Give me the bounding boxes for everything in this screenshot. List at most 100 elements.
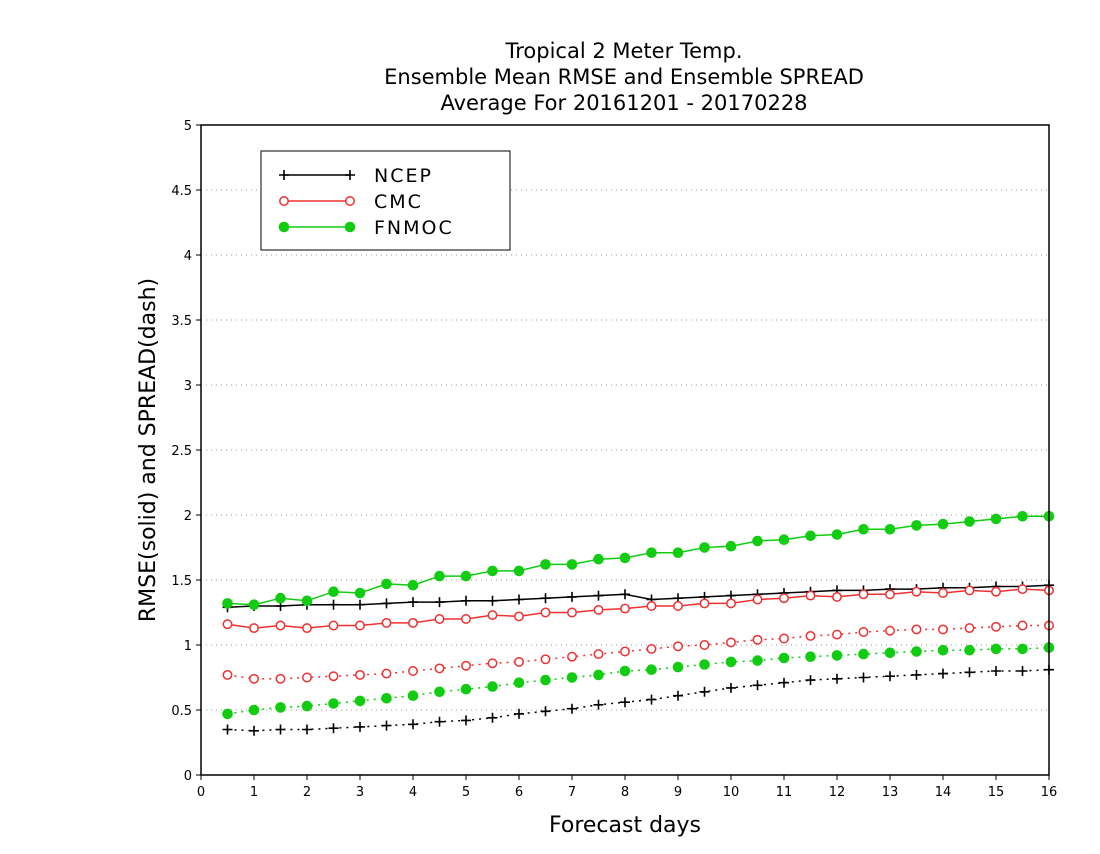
cmc-spread-point bbox=[752, 634, 763, 645]
ncep-spread-point bbox=[832, 673, 842, 684]
ncep-spread-point bbox=[355, 721, 365, 732]
fnmoc-rmse-point bbox=[805, 530, 816, 542]
fnmoc-spread-point bbox=[964, 644, 975, 656]
x-axis: 0 1 2 3 4 5 6 7 8 9 10 11 12 13 14 15 16 bbox=[197, 775, 1057, 800]
ncep-spread-point bbox=[938, 668, 948, 679]
fnmoc-rmse-point bbox=[752, 535, 763, 547]
fnmoc-rmse-point bbox=[513, 565, 525, 577]
cmc-rmse-point bbox=[620, 603, 630, 614]
ncep-spread-point bbox=[911, 669, 922, 680]
cmc-rmse-point bbox=[1017, 584, 1028, 595]
cmc-spread-point bbox=[540, 654, 551, 665]
fnmoc-rmse-point bbox=[937, 518, 949, 530]
fnmoc-spread-point bbox=[858, 648, 869, 660]
fnmoc-spread-point bbox=[752, 655, 763, 666]
cmc-spread-point bbox=[275, 673, 286, 684]
ncep-rmse-point bbox=[514, 594, 524, 605]
fnmoc-rmse-point bbox=[884, 524, 896, 535]
cmc-rmse-point bbox=[567, 607, 577, 618]
cmc-spread-point bbox=[938, 624, 948, 635]
ncep-spread-point bbox=[487, 712, 498, 723]
cmc-spread-point bbox=[222, 669, 233, 680]
cmc-rmse-point bbox=[646, 601, 657, 611]
cmc-rmse-point bbox=[726, 598, 736, 609]
fnmoc-spread-point bbox=[566, 672, 578, 683]
cmc-rmse-point bbox=[514, 611, 524, 622]
fnmoc-spread-point bbox=[1017, 643, 1028, 655]
fnmoc-rmse-point bbox=[434, 570, 445, 582]
fnmoc-spread-point bbox=[725, 656, 737, 668]
legend-marker bbox=[278, 221, 290, 233]
cmc-spread-point bbox=[487, 658, 498, 669]
ncep-spread-point bbox=[567, 703, 577, 714]
legend-marker bbox=[345, 196, 355, 206]
legend-marker bbox=[279, 196, 289, 206]
x-tick-label: 9 bbox=[674, 785, 682, 800]
ncep-spread-point bbox=[1017, 666, 1028, 676]
cmc-spread-point bbox=[434, 663, 445, 674]
ncep-rmse-point bbox=[620, 589, 630, 600]
fnmoc-spread-point bbox=[328, 698, 339, 709]
y-tick-label: 0.5 bbox=[171, 704, 192, 719]
cmc-spread-point bbox=[620, 646, 630, 657]
ncep-spread-point bbox=[805, 675, 816, 686]
x-tick-label: 5 bbox=[462, 785, 470, 800]
cmc-spread-point bbox=[567, 651, 577, 662]
cmc-rmse-point bbox=[355, 620, 365, 631]
cmc-spread-point bbox=[991, 621, 1001, 632]
fnmoc-series bbox=[222, 511, 1055, 720]
fnmoc-rmse-point bbox=[328, 586, 339, 598]
cmc-rmse-point bbox=[302, 623, 312, 634]
y-tick-label: 0 bbox=[184, 769, 192, 784]
y-tick-label: 5 bbox=[184, 119, 192, 134]
x-tick-label: 3 bbox=[356, 785, 364, 800]
cmc-spread-point bbox=[249, 673, 259, 684]
ncep-spread-point bbox=[779, 677, 789, 688]
cmc-rmse-point bbox=[885, 589, 895, 600]
fnmoc-rmse-point bbox=[831, 529, 843, 540]
legend-label: NCEP bbox=[374, 165, 433, 187]
fnmoc-spread-point bbox=[354, 695, 366, 707]
ncep-series bbox=[222, 580, 1054, 736]
cmc-spread-point bbox=[461, 660, 471, 671]
x-tick-label: 13 bbox=[882, 785, 899, 800]
ncep-spread-point bbox=[249, 725, 259, 736]
legend-marker bbox=[279, 170, 289, 180]
fnmoc-spread-point bbox=[434, 686, 445, 698]
y-tick-label: 2 bbox=[184, 509, 192, 524]
cmc-spread-point bbox=[408, 666, 418, 676]
fnmoc-spread-point bbox=[831, 650, 843, 661]
ncep-spread-line bbox=[227, 668, 1050, 732]
ncep-rmse-point bbox=[355, 599, 365, 610]
y-tick-label: 4 bbox=[184, 249, 192, 264]
cmc-rmse-point bbox=[752, 594, 763, 605]
fnmoc-rmse-point bbox=[858, 524, 869, 535]
ncep-spread-point bbox=[222, 724, 233, 735]
fnmoc-rmse-point bbox=[222, 598, 233, 609]
cmc-rmse-line bbox=[227, 588, 1050, 629]
cmc-spread-point bbox=[964, 623, 975, 634]
cmc-rmse-point bbox=[408, 617, 418, 628]
ncep-rmse-point bbox=[461, 595, 471, 606]
x-tick-label: 1 bbox=[250, 785, 258, 800]
fnmoc-rmse-point bbox=[248, 599, 260, 611]
x-tick-label: 0 bbox=[197, 785, 205, 800]
fnmoc-spread-point bbox=[672, 661, 684, 673]
legend-label: FNMOC bbox=[374, 217, 454, 239]
cmc-rmse-point bbox=[699, 598, 710, 609]
cmc-spread-point bbox=[805, 630, 816, 641]
fnmoc-rmse-point bbox=[672, 547, 684, 559]
x-tick-label: 11 bbox=[776, 785, 793, 800]
title-line-2: Ensemble Mean RMSE and Ensemble SPREAD bbox=[384, 65, 864, 89]
cmc-rmse-point bbox=[434, 614, 445, 624]
gridlines bbox=[201, 189, 1049, 711]
y-tick-label: 2.5 bbox=[171, 444, 192, 459]
fnmoc-spread-point bbox=[619, 665, 631, 677]
x-tick-label: 15 bbox=[988, 785, 1005, 800]
ncep-spread-point bbox=[673, 690, 683, 701]
fnmoc-spread-point bbox=[407, 690, 419, 702]
ncep-rmse-point bbox=[408, 597, 418, 608]
legend-marker bbox=[345, 170, 355, 180]
